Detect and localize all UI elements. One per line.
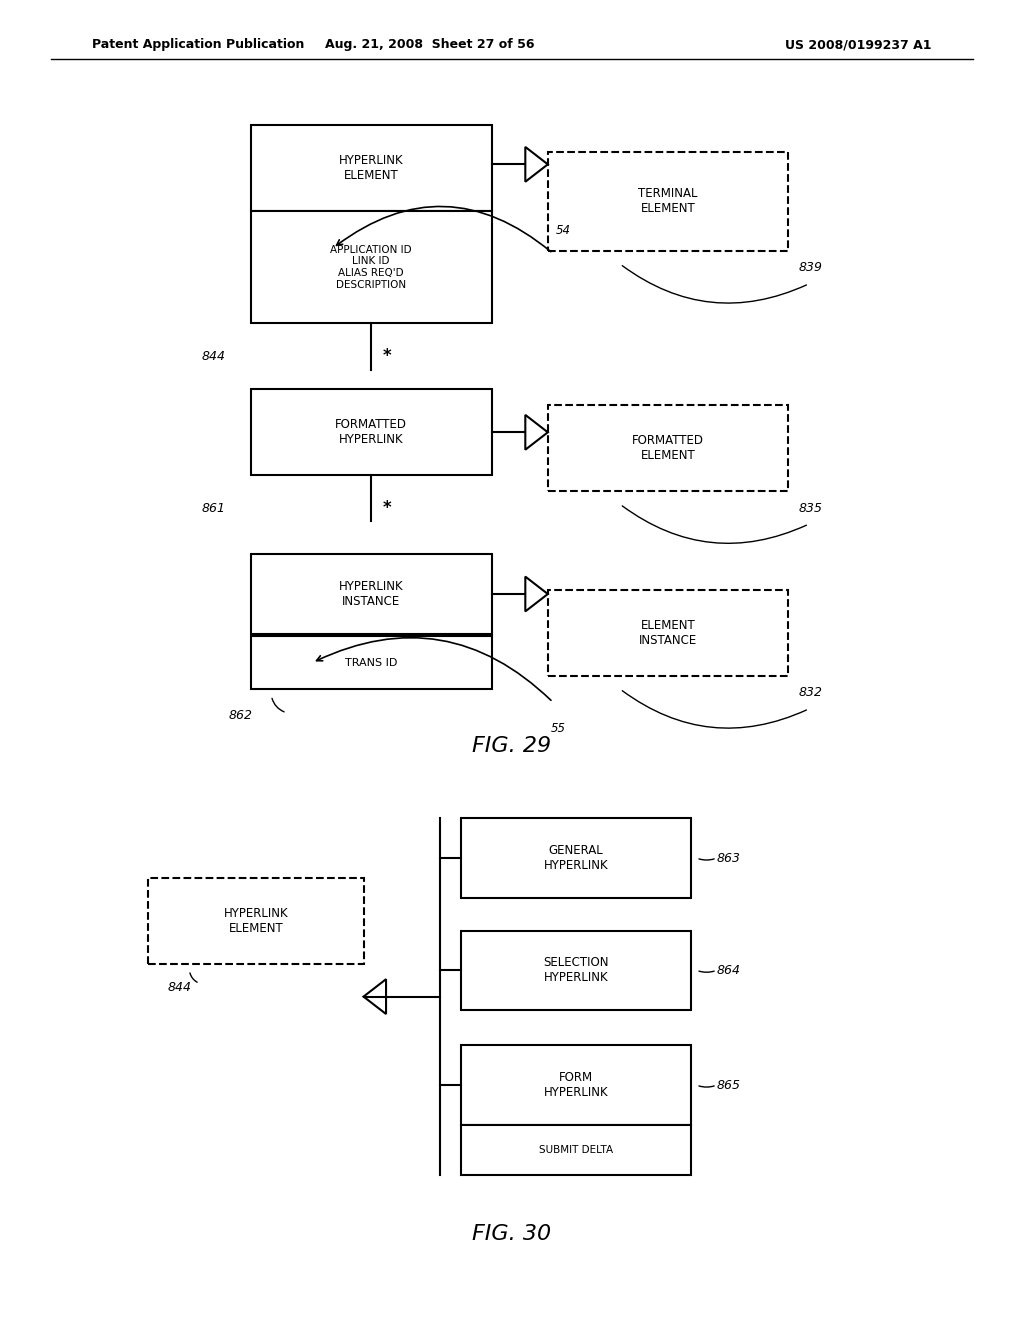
Text: 844: 844 [167, 981, 191, 994]
FancyBboxPatch shape [251, 125, 492, 211]
Text: TERMINAL
ELEMENT: TERMINAL ELEMENT [638, 187, 698, 215]
Text: Patent Application Publication: Patent Application Publication [92, 38, 304, 51]
Text: 832: 832 [799, 686, 822, 700]
Text: 863: 863 [717, 851, 740, 865]
FancyBboxPatch shape [548, 590, 788, 676]
FancyBboxPatch shape [461, 818, 691, 898]
Text: FIG. 30: FIG. 30 [472, 1224, 552, 1245]
Text: HYPERLINK
INSTANCE: HYPERLINK INSTANCE [339, 579, 403, 609]
Text: FORMATTED
ELEMENT: FORMATTED ELEMENT [632, 434, 705, 462]
FancyBboxPatch shape [148, 878, 364, 964]
Text: 864: 864 [717, 964, 740, 977]
Text: Aug. 21, 2008  Sheet 27 of 56: Aug. 21, 2008 Sheet 27 of 56 [326, 38, 535, 51]
Text: FORMATTED
HYPERLINK: FORMATTED HYPERLINK [335, 418, 408, 446]
Text: FIG. 29: FIG. 29 [472, 735, 552, 756]
Text: 839: 839 [799, 261, 822, 275]
Text: 835: 835 [799, 502, 822, 515]
FancyBboxPatch shape [548, 405, 788, 491]
Text: SELECTION
HYPERLINK: SELECTION HYPERLINK [544, 956, 608, 985]
FancyBboxPatch shape [548, 152, 788, 251]
Text: 54: 54 [556, 224, 570, 238]
Text: US 2008/0199237 A1: US 2008/0199237 A1 [785, 38, 932, 51]
FancyBboxPatch shape [251, 636, 492, 689]
Text: TRANS ID: TRANS ID [345, 657, 397, 668]
Text: *: * [382, 499, 391, 517]
FancyBboxPatch shape [461, 931, 691, 1010]
Text: 865: 865 [717, 1078, 740, 1092]
Text: APPLICATION ID
LINK ID
ALIAS REQ'D
DESCRIPTION: APPLICATION ID LINK ID ALIAS REQ'D DESCR… [331, 246, 412, 289]
FancyBboxPatch shape [461, 1125, 691, 1175]
Text: *: * [382, 347, 391, 366]
Text: 844: 844 [202, 350, 225, 363]
Text: FORM
HYPERLINK: FORM HYPERLINK [544, 1071, 608, 1100]
FancyBboxPatch shape [251, 554, 492, 634]
Text: 861: 861 [202, 502, 225, 515]
Text: 862: 862 [228, 709, 253, 722]
Text: HYPERLINK
ELEMENT: HYPERLINK ELEMENT [223, 907, 289, 935]
Text: SUBMIT DELTA: SUBMIT DELTA [539, 1144, 613, 1155]
Text: HYPERLINK
ELEMENT: HYPERLINK ELEMENT [339, 154, 403, 182]
Text: 55: 55 [551, 722, 565, 735]
FancyBboxPatch shape [251, 211, 492, 323]
Text: GENERAL
HYPERLINK: GENERAL HYPERLINK [544, 843, 608, 873]
FancyBboxPatch shape [461, 1045, 691, 1125]
Text: ELEMENT
INSTANCE: ELEMENT INSTANCE [639, 619, 697, 647]
FancyBboxPatch shape [251, 389, 492, 475]
